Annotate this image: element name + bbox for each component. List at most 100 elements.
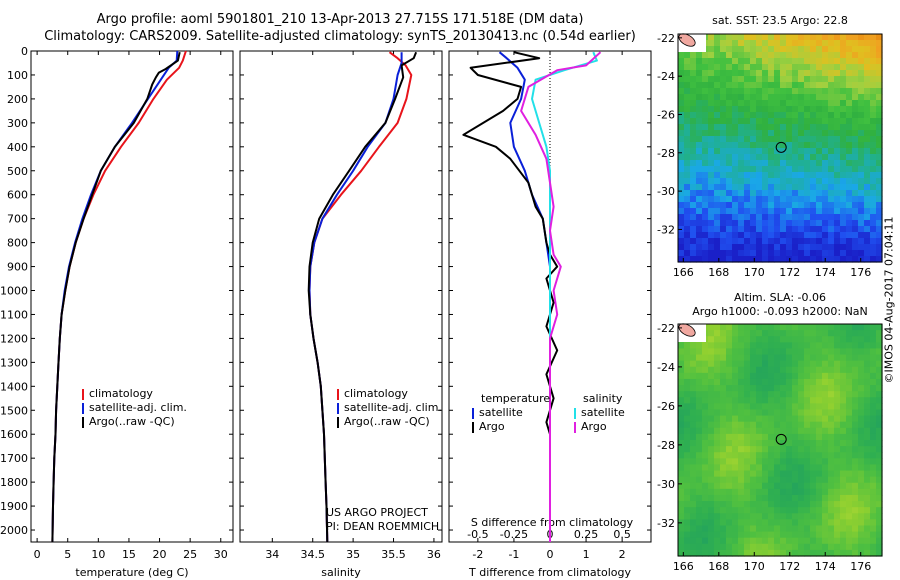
map-cell xyxy=(834,136,841,143)
map-cell xyxy=(732,366,739,374)
map-cell xyxy=(840,238,847,245)
map-cell xyxy=(852,360,859,368)
map-cell xyxy=(684,476,691,484)
map-cell xyxy=(678,378,685,386)
map-cell xyxy=(738,433,745,441)
map-cell xyxy=(762,519,769,527)
map-cell xyxy=(708,324,715,331)
map-cell xyxy=(702,88,709,95)
sla_map-xtick-label: 170 xyxy=(744,560,765,573)
map-cell xyxy=(864,549,871,557)
map-cell xyxy=(876,112,883,119)
map-cell xyxy=(786,190,793,197)
salinity-xlabel: salinity xyxy=(321,566,361,579)
map-cell xyxy=(690,494,697,502)
map-cell xyxy=(876,202,883,209)
map-cell xyxy=(720,391,727,398)
map-cell xyxy=(690,421,697,429)
map-cell xyxy=(876,220,883,227)
map-cell xyxy=(840,112,847,119)
map-cell xyxy=(834,458,841,466)
map-cell xyxy=(762,52,769,59)
depth-tick-label: 400 xyxy=(7,141,28,154)
map-cell xyxy=(804,507,811,514)
map-cell xyxy=(768,232,775,239)
map-cell xyxy=(678,118,685,125)
map-cell xyxy=(696,458,703,466)
map-cell xyxy=(816,537,823,545)
sla_map-ytick-label: -32 xyxy=(657,517,675,530)
map-cell xyxy=(678,88,685,95)
map-cell xyxy=(780,94,787,101)
map-cell xyxy=(756,214,763,221)
map-cell xyxy=(720,112,727,119)
map-cell xyxy=(816,64,823,71)
depth-tick-label: 1300 xyxy=(0,356,28,369)
map-cell xyxy=(684,366,691,374)
map-cell xyxy=(822,46,829,53)
map-cell xyxy=(786,106,793,113)
map-cell xyxy=(720,525,727,533)
map-cell xyxy=(864,427,871,435)
map-cell xyxy=(852,507,859,514)
map-cell xyxy=(810,464,817,472)
map-cell xyxy=(840,354,847,362)
map-cell xyxy=(738,64,745,71)
map-cell xyxy=(804,354,811,362)
map-cell xyxy=(720,549,727,557)
map-cell xyxy=(870,415,877,423)
sla_map-xtick-label: 176 xyxy=(850,560,871,573)
map-cell xyxy=(720,415,727,423)
map-cell xyxy=(702,415,709,423)
map-cell xyxy=(738,391,745,398)
map-cell xyxy=(816,366,823,374)
depth-tick-label: 600 xyxy=(7,189,28,202)
map-cell xyxy=(828,100,835,107)
map-cell xyxy=(786,130,793,137)
map-cell xyxy=(852,82,859,89)
map-cell xyxy=(822,196,829,203)
map-cell xyxy=(750,525,757,533)
map-cell xyxy=(858,208,865,215)
map-cell xyxy=(750,446,757,453)
map-cell xyxy=(780,160,787,167)
map-cell xyxy=(732,106,739,113)
map-cell xyxy=(840,70,847,77)
map-cell xyxy=(684,238,691,245)
map-cell xyxy=(876,385,883,392)
map-cell xyxy=(774,494,781,502)
map-cell xyxy=(876,421,883,429)
sst_map-ytick-label: -24 xyxy=(657,70,675,83)
map-cell xyxy=(726,360,733,368)
map-cell xyxy=(696,184,703,191)
map-cell xyxy=(786,507,793,514)
map-cell xyxy=(744,250,751,257)
map-cell xyxy=(696,366,703,374)
map-cell xyxy=(858,366,865,374)
map-cell xyxy=(792,106,799,113)
map-cell xyxy=(810,238,817,245)
map-cell xyxy=(792,142,799,149)
map-cell xyxy=(780,360,787,368)
map-cell xyxy=(816,372,823,380)
map-cell xyxy=(768,372,775,380)
map-cell xyxy=(720,403,727,411)
map-cell xyxy=(816,452,823,459)
map-cell xyxy=(750,244,757,251)
map-cell xyxy=(864,421,871,429)
series-line-argo-raw-qc- xyxy=(51,51,181,543)
map-cell xyxy=(870,250,877,257)
map-cell xyxy=(792,202,799,209)
map-cell xyxy=(738,34,745,41)
map-cell xyxy=(858,324,865,331)
map-cell xyxy=(828,250,835,257)
map-cell xyxy=(696,385,703,392)
map-cell xyxy=(858,433,865,441)
map-cell xyxy=(714,501,721,508)
map-cell xyxy=(762,124,769,131)
map-cell xyxy=(774,208,781,215)
map-cell xyxy=(702,458,709,466)
map-cell xyxy=(852,214,859,221)
map-cell xyxy=(684,397,691,404)
map-cell xyxy=(780,525,787,533)
